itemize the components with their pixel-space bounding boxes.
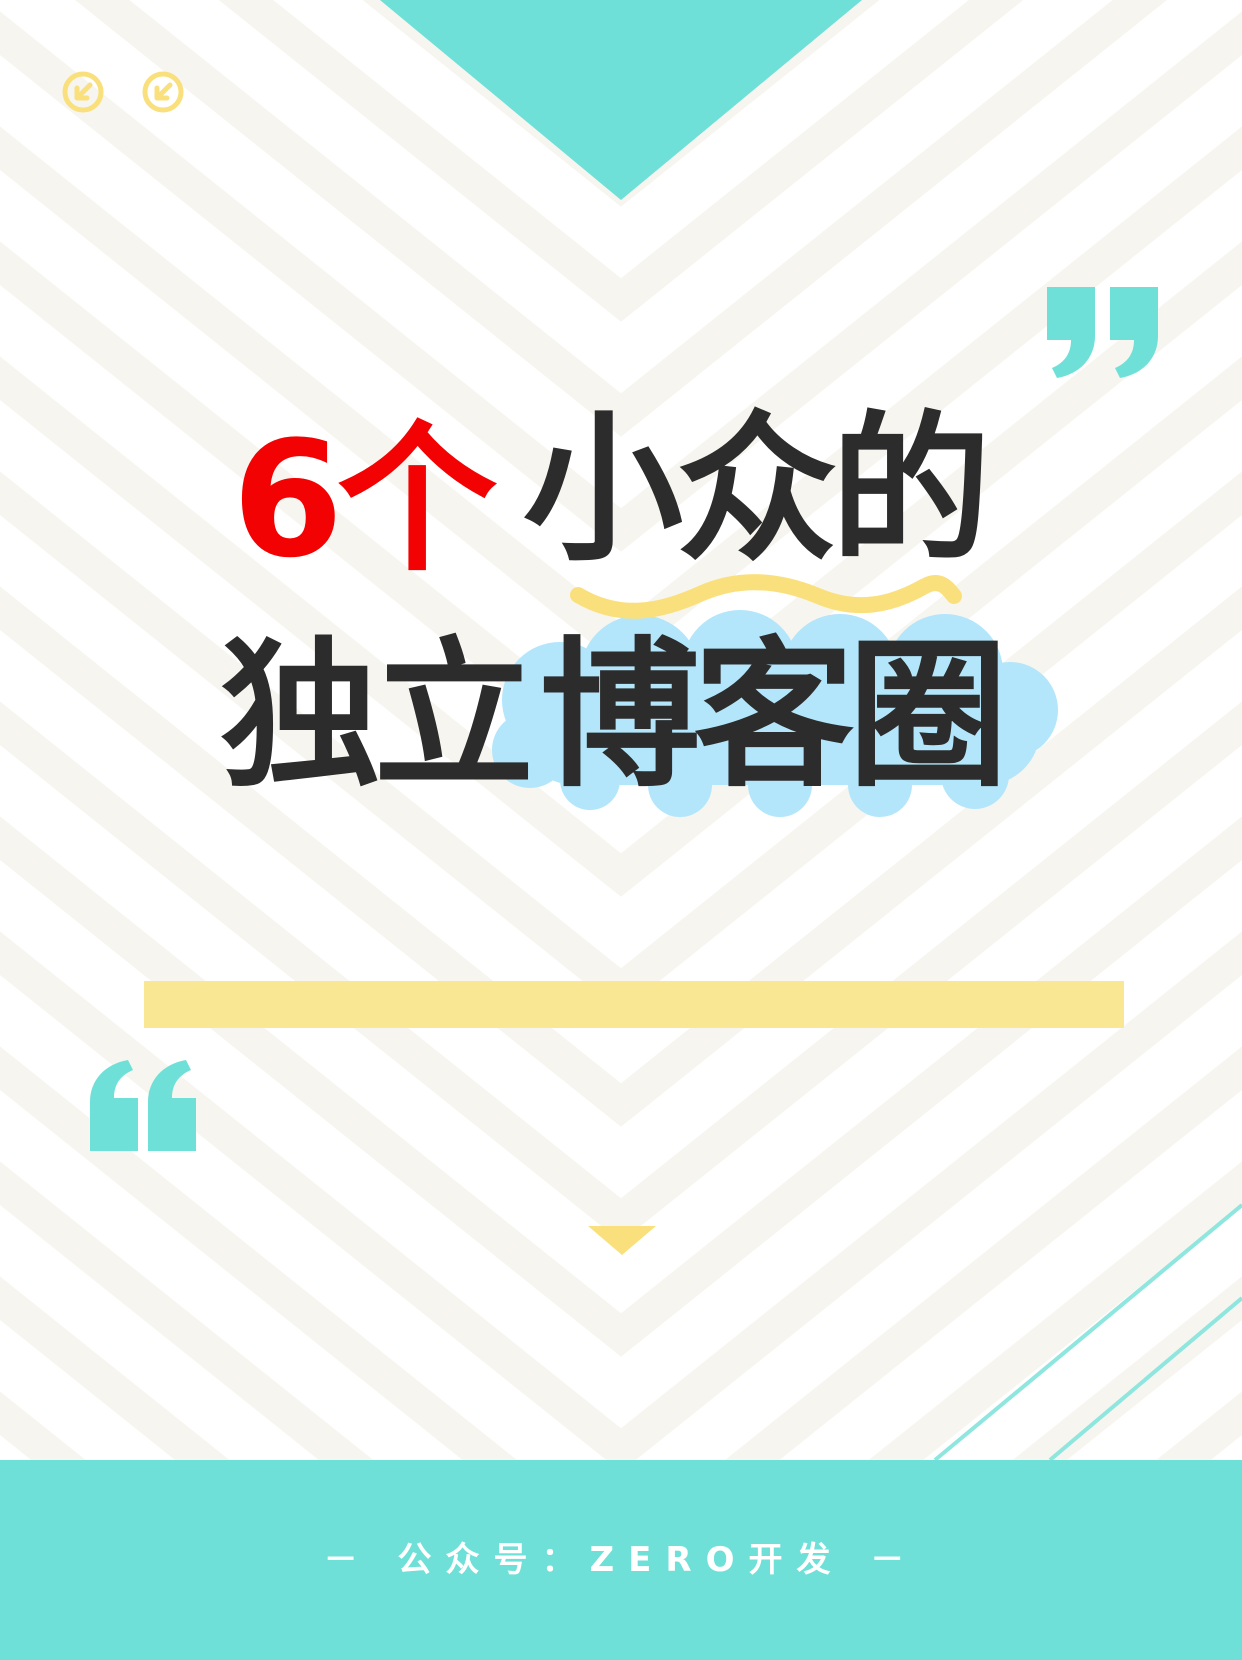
arrow-down-left-circle-icon	[62, 71, 104, 113]
arrow-down-left-circle-icon	[142, 71, 184, 113]
title-line-2: 独立 博客圈	[0, 636, 1242, 816]
footer-band: － 公众号：ZERO开发 －	[0, 1460, 1242, 1660]
title-line-1: 6个 小众的	[0, 410, 1242, 590]
yellow-divider-bar	[144, 981, 1124, 1028]
title-rest: 小众的	[523, 396, 991, 583]
title-plain-word: 独立	[220, 622, 534, 809]
footer-account-text: － 公众号：ZERO开发 －	[323, 1540, 919, 1580]
title-accent-number: 6个	[232, 406, 497, 593]
title-highlight-word: 博客圈	[540, 622, 1008, 809]
